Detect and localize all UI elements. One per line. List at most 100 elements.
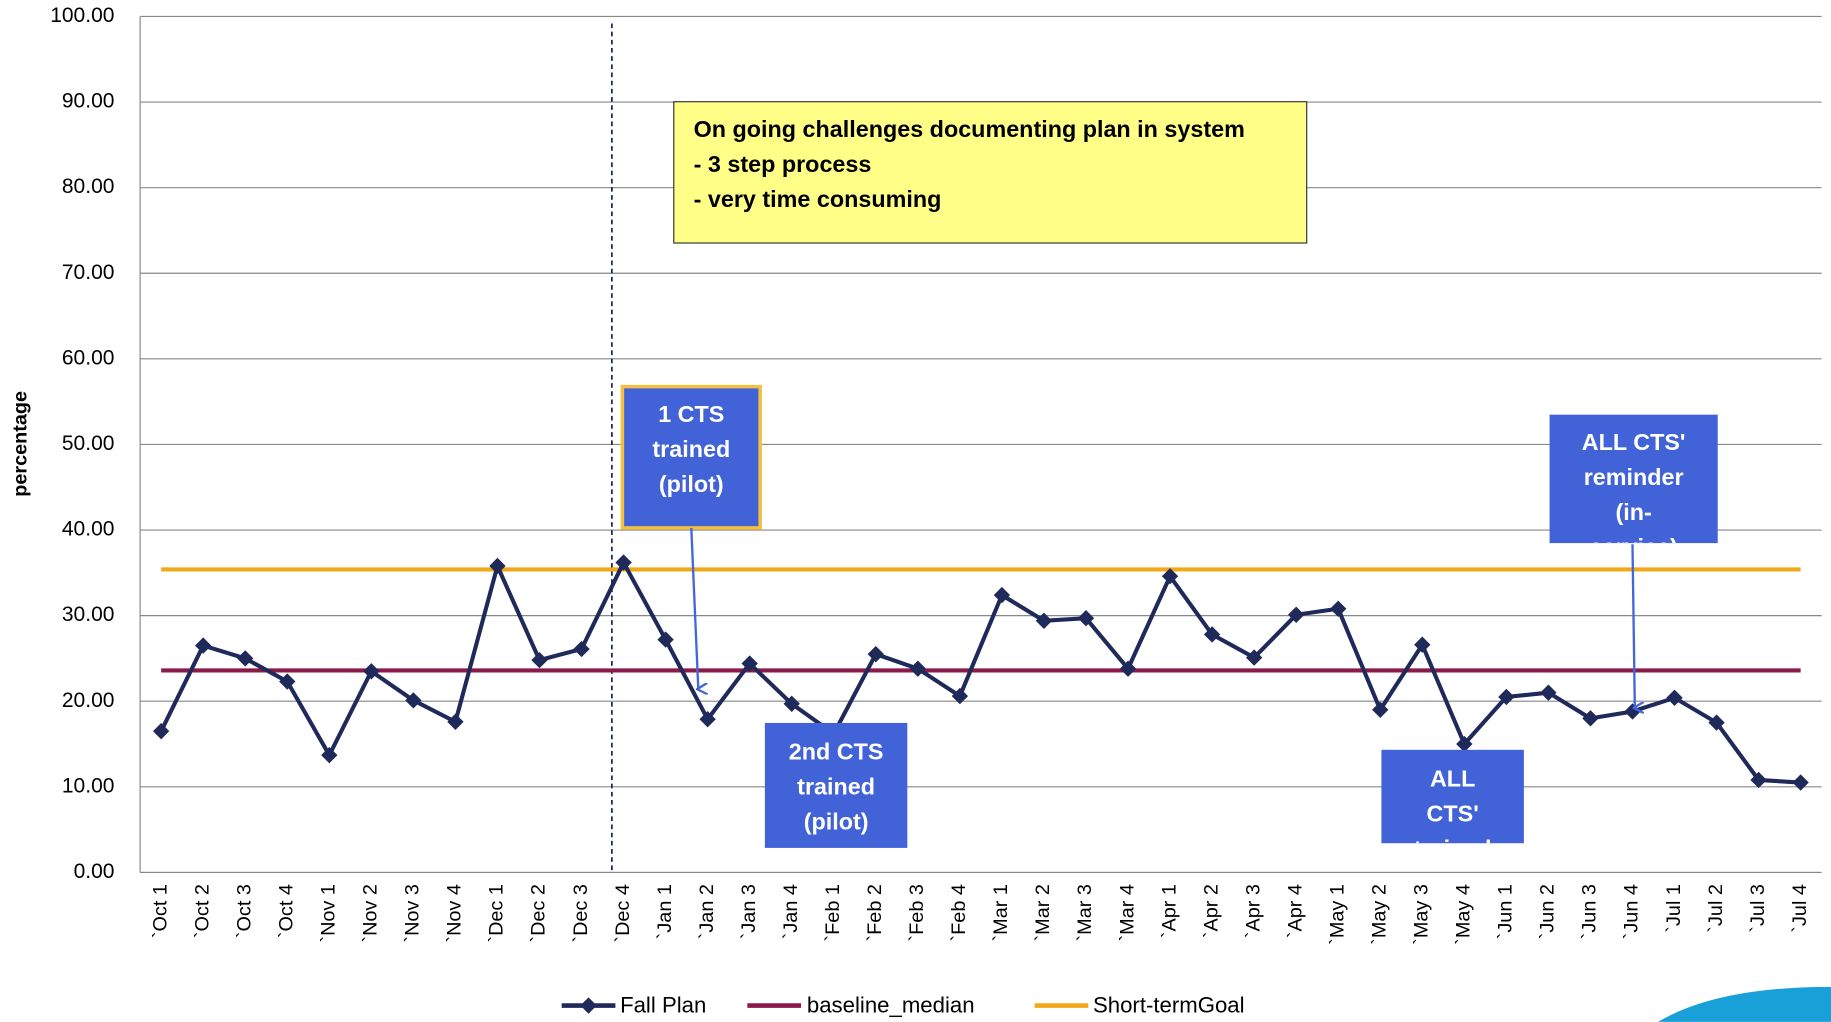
y-tick-label: 90.00: [62, 90, 115, 113]
x-tick-label: `Apr 4: [1284, 884, 1306, 938]
marker: [195, 637, 212, 654]
annotation-box: [673, 101, 1308, 244]
y-tick-label: 60.00: [62, 346, 115, 369]
marker: [1330, 600, 1347, 617]
x-tick-label: `Apr 3: [1242, 884, 1264, 938]
marker: [1498, 688, 1515, 706]
marker: [1245, 649, 1263, 666]
annotation-line: (pilot): [804, 809, 869, 835]
annotation-line: ALL: [1430, 765, 1475, 791]
legend-marker: [580, 997, 597, 1014]
marker: [279, 673, 296, 690]
annotation-text: On going challenges documenting plan in …: [694, 116, 1245, 212]
x-tick-label: `May 1: [1326, 884, 1348, 945]
marker: [657, 631, 674, 648]
legend: Fall Plan baseline_median Short-termGoal: [561, 993, 1245, 1018]
decoration: [1658, 986, 1831, 1022]
x-tick-label: `Mar 3: [1074, 884, 1096, 941]
x-tick-label: `Jun 1: [1495, 884, 1517, 939]
annotation-line: ALL CTS': [1582, 429, 1686, 455]
arrow: [1631, 544, 1634, 707]
x-tick-label: `Dec 2: [528, 884, 550, 942]
annotation-line: - 3 step process: [694, 151, 872, 177]
x-tick-label: `Jul 1: [1663, 884, 1685, 933]
y-axis-label: percentage: [9, 391, 31, 497]
legend-label: Short-termGoal: [1093, 993, 1245, 1018]
annotation-line: 1 CTS: [658, 401, 724, 427]
x-tick-label: `Mar 4: [1116, 884, 1138, 941]
marker: [1077, 610, 1095, 627]
annotation-line: 2nd CTS: [789, 738, 884, 764]
annotation-line: (in-: [1616, 499, 1652, 525]
y-tick-label: 100.00: [50, 4, 114, 27]
annotation-line: On going challenges documenting plan in …: [694, 116, 1245, 142]
x-tick-label: `Jun 4: [1621, 884, 1643, 939]
marker: [741, 655, 758, 672]
marker: [783, 695, 800, 712]
marker: [699, 711, 716, 728]
marker: [573, 640, 590, 658]
x-tick-label: `Feb 4: [948, 884, 970, 941]
y-tick-label: 80.00: [62, 175, 115, 198]
annotation-text: 1 CTS trained (pilot): [652, 401, 730, 497]
marker: [489, 557, 506, 575]
annotation-box: [1381, 749, 1524, 844]
x-tick-label: `May 2: [1369, 884, 1391, 945]
marker: [237, 650, 254, 667]
x-tick-label: `Jul 4: [1789, 884, 1811, 933]
x-tick-label: `Dec 4: [612, 884, 634, 942]
x-tick-label: `Jul 2: [1705, 884, 1727, 933]
marker: [1203, 626, 1221, 643]
marker: [1414, 636, 1431, 653]
x-tick-label: `Feb 1: [822, 884, 844, 941]
annotation-text: ALL CTS' trained: [1414, 765, 1492, 843]
y-tick-label: 10.00: [62, 774, 115, 797]
annotation-box: [620, 384, 762, 530]
annotation-line: trained: [797, 774, 875, 800]
annotation-text: 2nd CTS trained (pilot): [789, 738, 884, 834]
x-tick-label: `Jun 2: [1537, 884, 1559, 939]
x-tick-label: `Oct 2: [191, 884, 213, 938]
x-tick-label: `Apr 1: [1158, 884, 1180, 938]
marker: [363, 663, 380, 680]
y-tick-label: 30.00: [62, 603, 115, 626]
annotation-text: ALL CTS' reminder (in-service): [1582, 429, 1686, 560]
x-tick-label: `Mar 2: [1032, 884, 1054, 941]
series-line: [159, 558, 1801, 785]
x-tick-label: `Jan 1: [654, 884, 676, 939]
y-tick-label: 0.00: [74, 860, 115, 883]
x-tick-label: `May 4: [1453, 884, 1475, 945]
x-tick-label: `Nov 4: [444, 884, 466, 942]
legend-label: Fall Plan: [620, 993, 706, 1018]
x-tick-label: `Nov 3: [402, 884, 424, 942]
y-tick-label: 70.00: [62, 261, 115, 284]
marker: [447, 713, 464, 730]
marker: [405, 692, 422, 709]
x-tick-label: `Oct 4: [276, 884, 298, 938]
marker: [993, 586, 1011, 604]
x-tick-label: `Dec 3: [570, 884, 592, 942]
x-tick-label: `Jul 3: [1747, 884, 1769, 933]
marker: [1624, 703, 1641, 720]
marker: [909, 660, 927, 677]
annotation-box: [1549, 414, 1718, 544]
x-tick-label: `Jan 2: [696, 884, 718, 939]
y-tick-label: 20.00: [62, 689, 115, 712]
annotation-line: service): [1590, 534, 1678, 560]
x-tick-label: `May 3: [1411, 884, 1433, 945]
annotation-line: reminder: [1584, 464, 1684, 490]
arrow: [690, 527, 698, 689]
x-tick-label: `Dec 1: [486, 884, 508, 942]
x-tick-label: `Jan 4: [780, 884, 802, 939]
x-tick-label: `Oct 1: [149, 884, 171, 938]
annotation-box: [764, 722, 908, 848]
x-tick-label: `Jan 3: [738, 884, 760, 939]
marker: [152, 723, 170, 740]
x-tick-label: `Feb 2: [864, 884, 886, 941]
plot: [152, 554, 1809, 791]
annotation-line: (pilot): [659, 471, 724, 497]
annotations: On going challenges documenting plan in …: [620, 101, 1718, 848]
marker: [1456, 735, 1473, 753]
x-tick-label: `Feb 3: [906, 884, 928, 941]
